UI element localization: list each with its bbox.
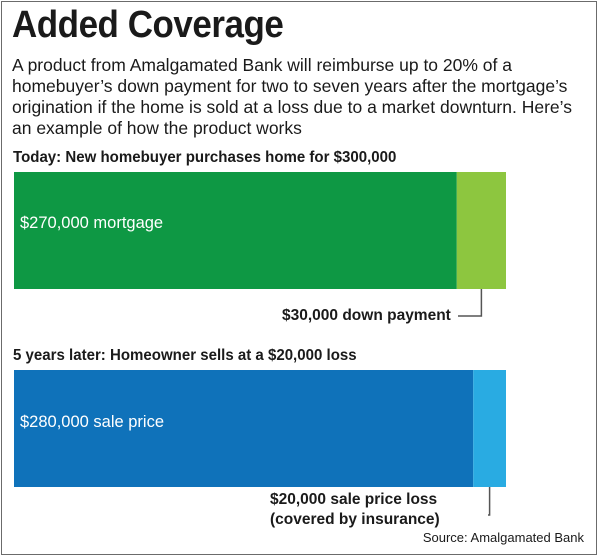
bar-segment-down-payment [456,172,506,289]
sale-loss-label-line2: (covered by insurance) [270,511,440,528]
sale-loss-label-line1: $20,000 sale price loss [270,491,438,508]
sale-price-label: $280,000 sale price [20,413,165,431]
bar-segment-sale-loss [473,370,506,487]
bar-segment-mortgage [14,172,457,289]
intro-text: A product from Amalgamated Bank will rei… [12,55,572,138]
chart-title: Added Coverage [12,4,284,46]
sale-loss-leader-line [488,487,491,516]
down-payment-leader-line [458,289,483,317]
mortgage-label: $270,000 mortgage [20,214,164,232]
bar-segment-sale-price [14,370,474,487]
chart-2-title: 5 years later: Homeowner sells at a $20,… [13,347,357,364]
source-note: Source: Amalgamated Bank [422,530,584,545]
down-payment-label: $30,000 down payment [282,307,451,324]
chart-1-title: Today: New homebuyer purchases home for … [13,149,397,166]
sale-loss-label: $20,000 sale price loss (covered by insu… [270,490,440,530]
